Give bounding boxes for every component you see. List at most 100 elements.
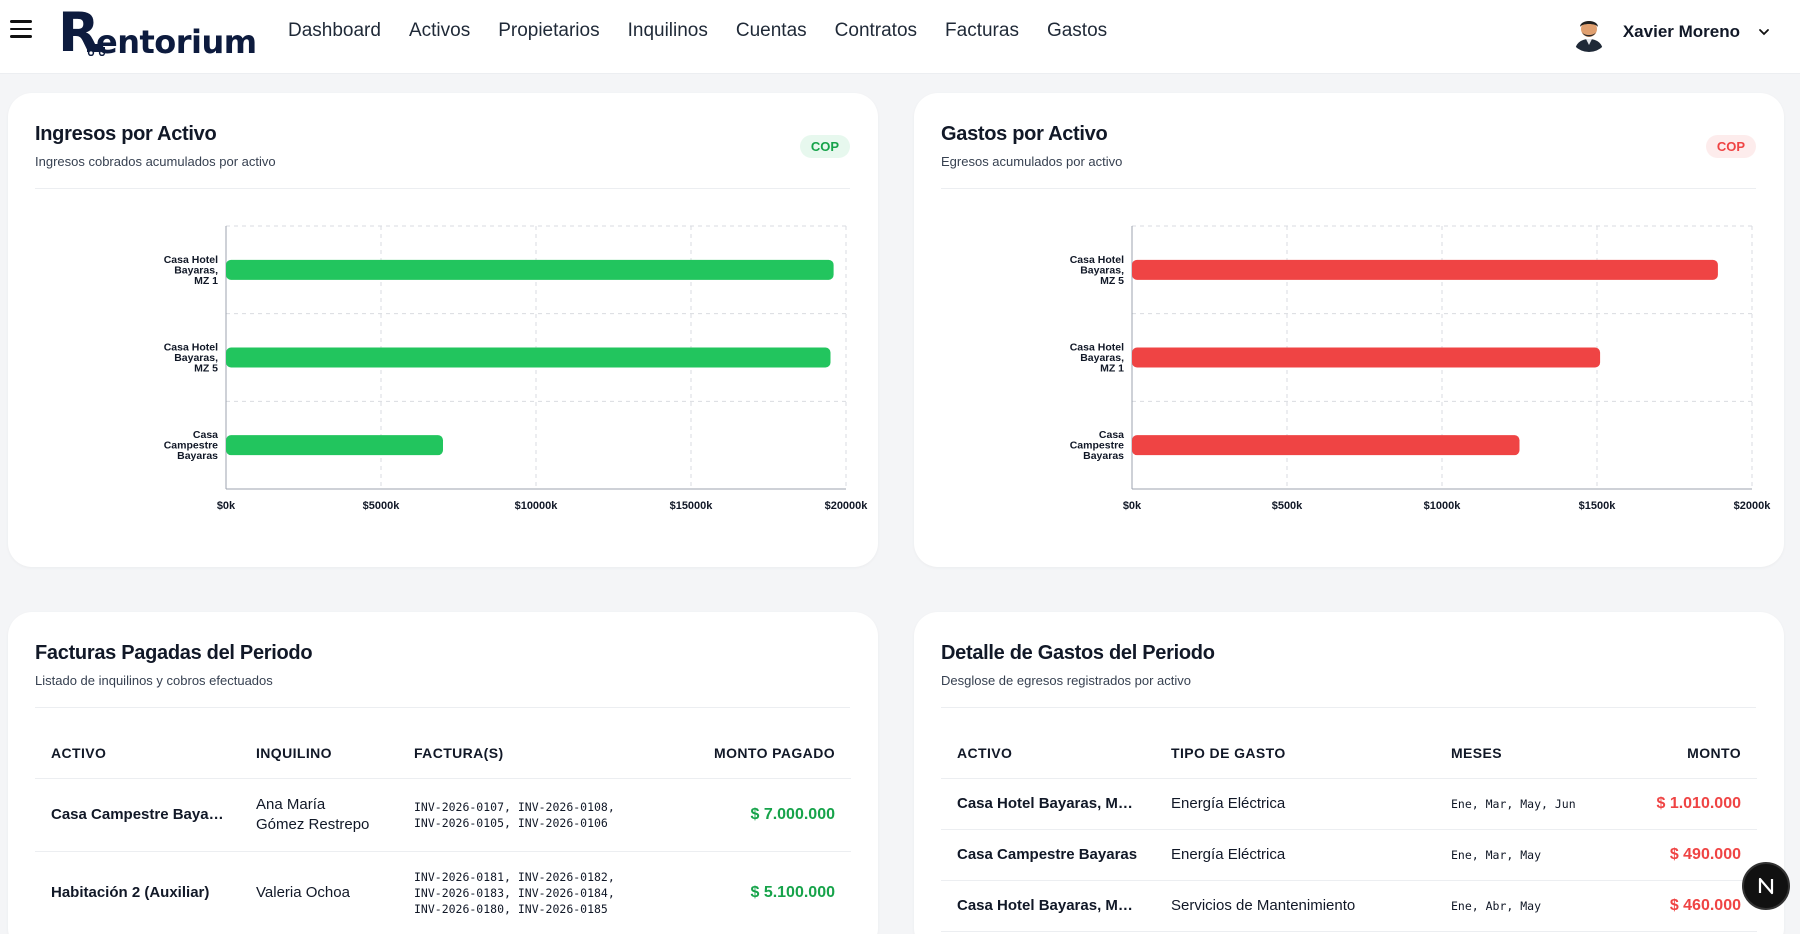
bar[interactable] [226,435,443,456]
cell-tipo: Servicios de Mantenimiento [1155,880,1435,932]
table-row[interactable]: Casa Campestre Bayaras Ana María Gómez R… [35,778,851,852]
table-row[interactable]: Casa Campestre Bayaras Energía Eléctrica… [941,829,1757,881]
inquilino-line: Gómez Restrepo [256,815,370,833]
cell-tipo: Energía Eléctrica [1155,829,1435,881]
cell-facturas: INV-2026-0107, INV-2026-0108, INV-2026-0… [398,778,668,852]
column-header[interactable]: TIPO DE GASTO [1155,728,1435,779]
category-label: Casa [1099,429,1124,441]
top-navbar: R entorium Dashboard Activos Propietarios I… [0,0,1800,74]
bar[interactable] [1132,259,1718,280]
invoices-table: ACTIVO INQUILINO FACTURA(S) MONTO PAGADO… [35,728,851,934]
avatar[interactable] [1568,12,1609,52]
factura-line: INV-2026-0105, INV-2026-0106 [414,815,608,830]
bar[interactable] [226,347,831,368]
category-label: Casa Hotel [1070,342,1124,354]
activo-text: Habitación 2 (Auxiliar) [51,884,210,901]
category-label: Bayaras, [174,352,218,364]
column-header[interactable]: MESES [1435,728,1615,779]
category-label: Casa Hotel [164,254,218,266]
nav-item-dashboard[interactable]: Dashboard [288,20,381,41]
column-header[interactable]: FACTURA(S) [398,728,668,779]
nav-item-gastos[interactable]: Gastos [1046,20,1108,41]
cell-meses: Ene, Mar, May, Jun [1435,778,1615,830]
column-header[interactable]: MONTO [1615,728,1757,779]
nav-item-inquilinos[interactable]: Inquilinos [627,20,708,41]
divider [35,707,850,708]
bar[interactable] [1132,435,1520,456]
category-label: Bayaras, [1080,352,1124,364]
nav-item-propietarios[interactable]: Propietarios [498,20,600,41]
category-label: MZ 5 [194,363,218,375]
category-label: MZ 1 [194,275,218,287]
column-header[interactable]: ACTIVO [35,728,240,779]
cell-monto: $ 1.010.000 [1615,778,1757,830]
tick-label: $500k [1272,500,1303,512]
cell-activo: Casa Campestre Bayaras [35,778,240,852]
nav-item-activos[interactable]: Activos [408,20,471,41]
column-header[interactable]: ACTIVO [941,728,1155,779]
table-header-row: ACTIVO INQUILINO FACTURA(S) MONTO PAGADO [35,728,851,779]
cell-activo: Habitación 2 (Auxiliar) [35,851,240,934]
expenses-table: ACTIVO TIPO DE GASTO MESES MONTO Casa Ho… [941,728,1757,932]
tick-label: $1000k [1424,500,1462,512]
cell-tipo: Energía Eléctrica [1155,778,1435,830]
column-header[interactable]: MONTO PAGADO [668,728,851,779]
activo-text: Casa Hotel Bayaras, MZ 1 [957,795,1139,812]
category-label: Campestre [1070,440,1124,452]
divider [941,188,1756,189]
table-row[interactable]: Casa Hotel Bayaras, MZ 1 Energía Eléctri… [941,778,1757,830]
truck-icon [87,44,106,56]
card-subtitle: Listado de inquilinos y cobros efectuado… [35,673,273,688]
user-menu[interactable]: Xavier Moreno [1568,12,1770,52]
nav-item-cuentas[interactable]: Cuentas [735,20,807,41]
bar[interactable] [1132,347,1601,368]
category-label: MZ 1 [1100,363,1124,375]
cell-meses: Ene, Mar, May [1435,829,1615,881]
n-logo-icon [1758,877,1774,895]
category-label: Casa Hotel [1070,254,1124,266]
cell-monto: $ 490.000 [1615,829,1757,881]
nav-item-contratos[interactable]: Contratos [834,20,918,41]
activo-text: Casa Campestre Bayaras [51,806,224,823]
cell-facturas: INV-2026-0181, INV-2026-0182, INV-2026-0… [398,851,668,934]
card-subtitle: Ingresos cobrados acumulados por activo [35,154,276,169]
table-row[interactable]: Habitación 2 (Auxiliar) Valeria Ochoa IN… [35,851,851,934]
card-title: Ingresos por Activo [35,123,217,145]
cell-activo: Casa Hotel Bayaras, MZ 5 [941,880,1155,932]
activo-text: Casa Campestre Bayaras [957,846,1138,863]
divider [35,188,850,189]
avatar-icon [1568,12,1609,52]
invoices-card: Facturas Pagadas del Periodo Listado de … [8,612,878,934]
cell-monto: $ 460.000 [1615,880,1757,932]
tick-label: $20000k [825,500,869,512]
category-label: Bayaras, [1080,264,1124,276]
expenses-detail-card: Detalle de Gastos del Periodo Desglose d… [914,612,1784,934]
category-label: Bayaras, [174,264,218,276]
cell-inquilino: Ana María Gómez Restrepo [240,778,398,852]
next-dev-badge-button[interactable] [1742,862,1790,910]
tick-label: $5000k [363,500,401,512]
main-nav: Dashboard Activos Propietarios Inquilinos Cu… [288,18,1135,44]
card-subtitle: Egresos acumulados por activo [941,154,1123,169]
bar[interactable] [226,259,834,280]
user-name: Xavier Moreno [1622,22,1740,41]
category-label: Casa [193,429,218,441]
currency-badge: COP [799,135,850,158]
tick-label: $2000k [1734,500,1772,512]
currency-badge: COP [1705,135,1756,158]
category-label: MZ 5 [1100,275,1124,287]
expense-chart-card: Gastos por Activo Egresos acumulados por… [914,93,1784,567]
activo-text: Casa Hotel Bayaras, MZ 5 [957,897,1139,914]
chevron-down-icon[interactable] [1758,26,1770,38]
nav-item-facturas[interactable]: Facturas [945,20,1019,41]
category-label: Bayaras [177,450,218,462]
cell-monto: $ 7.000.000 [668,778,851,852]
factura-line: INV-2026-0107, INV-2026-0108, [414,799,615,814]
income-chart-card: Ingresos por Activo Ingresos cobrados ac… [8,93,878,567]
logo[interactable]: R entorium [58,6,258,62]
table-row[interactable]: Casa Hotel Bayaras, MZ 5 Servicios de Ma… [941,880,1757,932]
menu-icon[interactable] [10,20,32,40]
column-header[interactable]: INQUILINO [240,728,398,779]
